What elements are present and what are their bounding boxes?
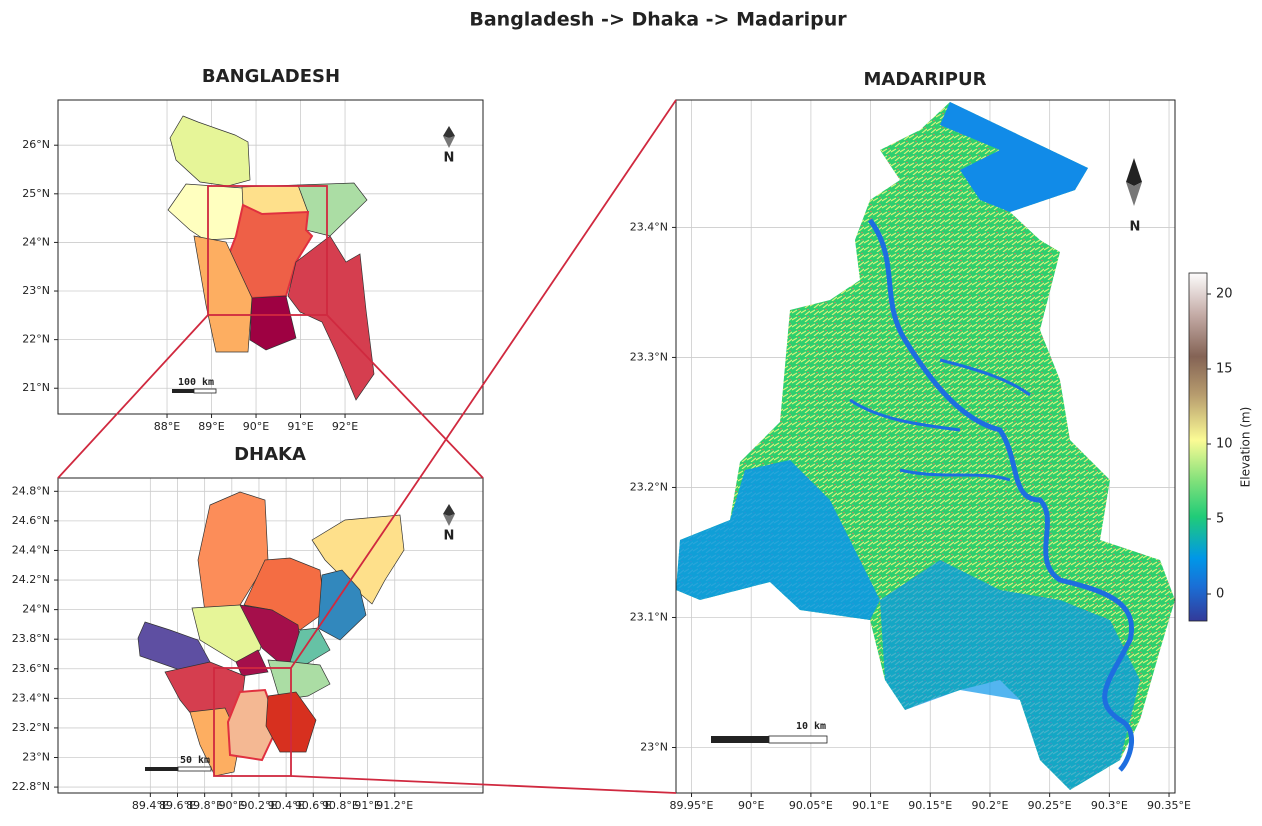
y-tick-label: 24.4°N [12, 543, 50, 556]
panel-title: BANGLADESH [202, 66, 340, 87]
colorbar-tick-label: 10 [1216, 437, 1233, 452]
y-tick-label: 23.6°N [12, 662, 50, 675]
x-tick-label: 90°E [243, 420, 269, 433]
y-tick-label: 21°N [22, 381, 50, 394]
x-tick-label: 89.95°E [670, 799, 714, 812]
x-tick-label: 90°E [219, 799, 245, 812]
x-tick-label: 90.2°E [240, 799, 277, 812]
x-tick-label: 90.2°E [971, 799, 1008, 812]
country-map [167, 115, 455, 401]
x-tick-label: 90.8°E [322, 799, 359, 812]
x-tick-label: 88°E [154, 420, 180, 433]
colorbar-tick-label: 0 [1216, 587, 1224, 602]
x-tick-label: 90.35°E [1147, 799, 1191, 812]
y-tick-label: 24°N [22, 235, 50, 248]
colorbar-tick-label: 5 [1216, 512, 1224, 527]
division-map [137, 491, 455, 777]
colorbar-tick-label: 15 [1216, 362, 1233, 377]
y-tick-label: 23.3°N [630, 350, 668, 363]
y-tick-label: 23°N [22, 284, 50, 297]
y-tick-label: 23.4°N [12, 691, 50, 704]
y-tick-label: 24°N [22, 603, 50, 616]
x-tick-label: 92°E [332, 420, 358, 433]
x-tick-label: 90.4°E [268, 799, 305, 812]
panel-title: MADARIPUR [864, 69, 987, 90]
colorbar-tick-label: 20 [1216, 287, 1233, 302]
x-tick-label: 90.15°E [908, 799, 952, 812]
y-tick-label: 25°N [22, 187, 50, 200]
colorbar-label: Elevation (m) [1239, 407, 1253, 488]
x-tick-label: 90°E [738, 799, 764, 812]
x-tick-label: 90.3°E [1091, 799, 1128, 812]
y-tick-label: 23.8°N [12, 632, 50, 645]
x-tick-label: 91°E [287, 420, 313, 433]
y-tick-label: 23°N [22, 751, 50, 764]
north-label: N [444, 529, 455, 544]
y-tick-label: 24.2°N [12, 573, 50, 586]
x-tick-label: 90.6°E [295, 799, 332, 812]
y-tick-label: 23.4°N [630, 220, 668, 233]
north-label: N [1130, 220, 1141, 235]
scale-bar-label: 100 km [178, 377, 214, 388]
x-tick-label: 91°E [354, 799, 380, 812]
y-tick-label: 23°N [640, 740, 668, 753]
y-tick-label: 26°N [22, 138, 50, 151]
x-tick-label: 90.25°E [1028, 799, 1072, 812]
north-label: N [444, 151, 455, 166]
scale-bar-label: 50 km [180, 755, 210, 766]
map-frame [57, 477, 484, 794]
y-tick-label: 22.8°N [12, 780, 50, 793]
map-frame [57, 99, 484, 415]
connector-lines [57, 99, 677, 794]
y-tick-label: 23.2°N [12, 721, 50, 734]
y-tick-label: 22°N [22, 333, 50, 346]
colorbar-ticks: 0 5 10 15 20 [1207, 287, 1233, 602]
y-tick-label: 23.1°N [630, 610, 668, 623]
x-tick-label: 89.6°E [159, 799, 196, 812]
x-tick-label: 91.2°E [376, 799, 413, 812]
y-tick-label: 24.8°N [12, 484, 50, 497]
x-tick-label: 89.8°E [186, 799, 223, 812]
x-tick-label: 89.4°E [132, 799, 169, 812]
figure-title: Bangladesh -> Dhaka -> Madaripur [469, 9, 847, 31]
y-tick-label: 24.6°N [12, 514, 50, 527]
x-tick-label: 90.1°E [852, 799, 889, 812]
panel-title: DHAKA [234, 444, 306, 465]
map-frame [675, 99, 1176, 794]
x-tick-label: 90.05°E [789, 799, 833, 812]
colorbar [1188, 272, 1208, 622]
scale-bar-label: 10 km [796, 721, 826, 732]
elevation-map [676, 102, 1175, 790]
y-tick-label: 23.2°N [630, 480, 668, 493]
x-tick-label: 89°E [198, 420, 224, 433]
